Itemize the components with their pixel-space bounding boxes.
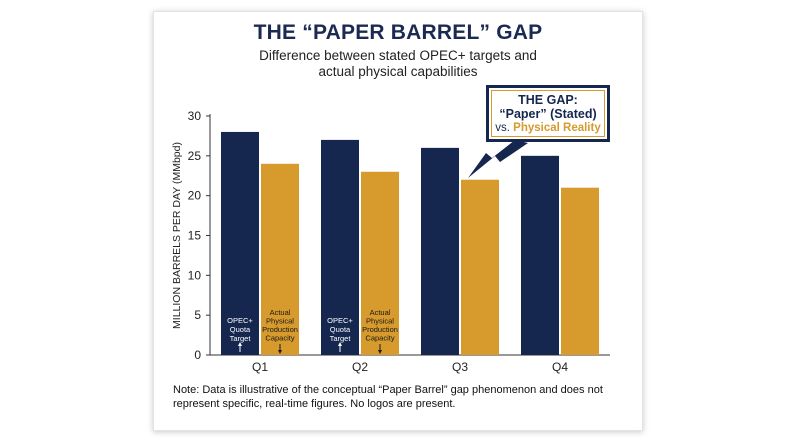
x-tick-label: Q3 (452, 360, 468, 374)
quota-bar (221, 131, 259, 355)
capacity-bar-label: Production (362, 325, 398, 334)
y-tick-label: 30 (188, 109, 202, 123)
capacity-bar (561, 187, 599, 355)
chart-title: THE “PAPER BARREL” GAP (253, 21, 543, 44)
capacity-bar-label: Actual (270, 308, 291, 317)
y-tick-label: 10 (188, 268, 202, 282)
capacity-bar-label: Capacity (365, 334, 394, 343)
quota-bar-label: OPEC+ (227, 316, 253, 325)
capacity-bar-label: Production (262, 325, 298, 334)
capacity-bar (261, 163, 299, 355)
capacity-bar-label: Capacity (265, 334, 294, 343)
gap-callout-box: THE GAP: “Paper” (Stated) vs. Physical R… (486, 85, 610, 142)
up-arrow-head-icon (338, 342, 342, 346)
y-tick-label: 5 (194, 308, 201, 322)
quota-bar (321, 139, 359, 355)
x-tick-label: Q1 (252, 360, 268, 374)
down-arrow-head-icon (278, 350, 282, 354)
subtitle-line-2: actual physical capabilities (318, 64, 478, 79)
y-axis-title: MILLION BARRELS PER DAY (MMbpd) (171, 142, 183, 329)
y-tick-label: 20 (188, 189, 202, 203)
x-tick-label: Q4 (552, 360, 568, 374)
quota-bar-label: Quota (230, 325, 251, 334)
callout-arrow-icon (468, 140, 528, 178)
capacity-bar (461, 179, 499, 355)
up-arrow-head-icon (238, 342, 242, 346)
down-arrow-head-icon (378, 350, 382, 354)
footnote-line-1: Note: Data is illustrative of the concep… (173, 384, 603, 396)
quota-bar (521, 155, 559, 355)
footnote-line-2: represent specific, real-time figures. N… (173, 398, 456, 410)
footnote: Note: Data is illustrative of the concep… (173, 383, 635, 411)
chart-subtitle: Difference between stated OPEC+ targets … (153, 48, 643, 80)
callout-line-2: “Paper” (Stated) (499, 107, 597, 121)
y-tick-label: 25 (188, 149, 202, 163)
y-tick-label: 15 (188, 229, 202, 243)
capacity-bar-label: Actual (370, 308, 391, 317)
quota-bar-label: OPEC+ (327, 316, 353, 325)
callout-highlight: Physical Reality (513, 122, 601, 134)
callout-line-3: vs. Physical Reality (489, 121, 607, 135)
x-tick-label: Q2 (352, 360, 368, 374)
quota-bar-label: Target (330, 334, 352, 343)
quota-bar (421, 147, 459, 355)
capacity-bar-label: Physical (366, 317, 394, 326)
subtitle-line-1: Difference between stated OPEC+ targets … (259, 48, 537, 63)
callout-line-1: THE GAP: (518, 93, 578, 107)
y-tick-label: 0 (194, 348, 201, 362)
quota-bar-label: Target (230, 334, 252, 343)
capacity-bar-label: Physical (266, 317, 294, 326)
callout-prefix: vs. (495, 122, 514, 134)
quota-bar-label: Quota (330, 325, 351, 334)
capacity-bar (361, 171, 399, 355)
